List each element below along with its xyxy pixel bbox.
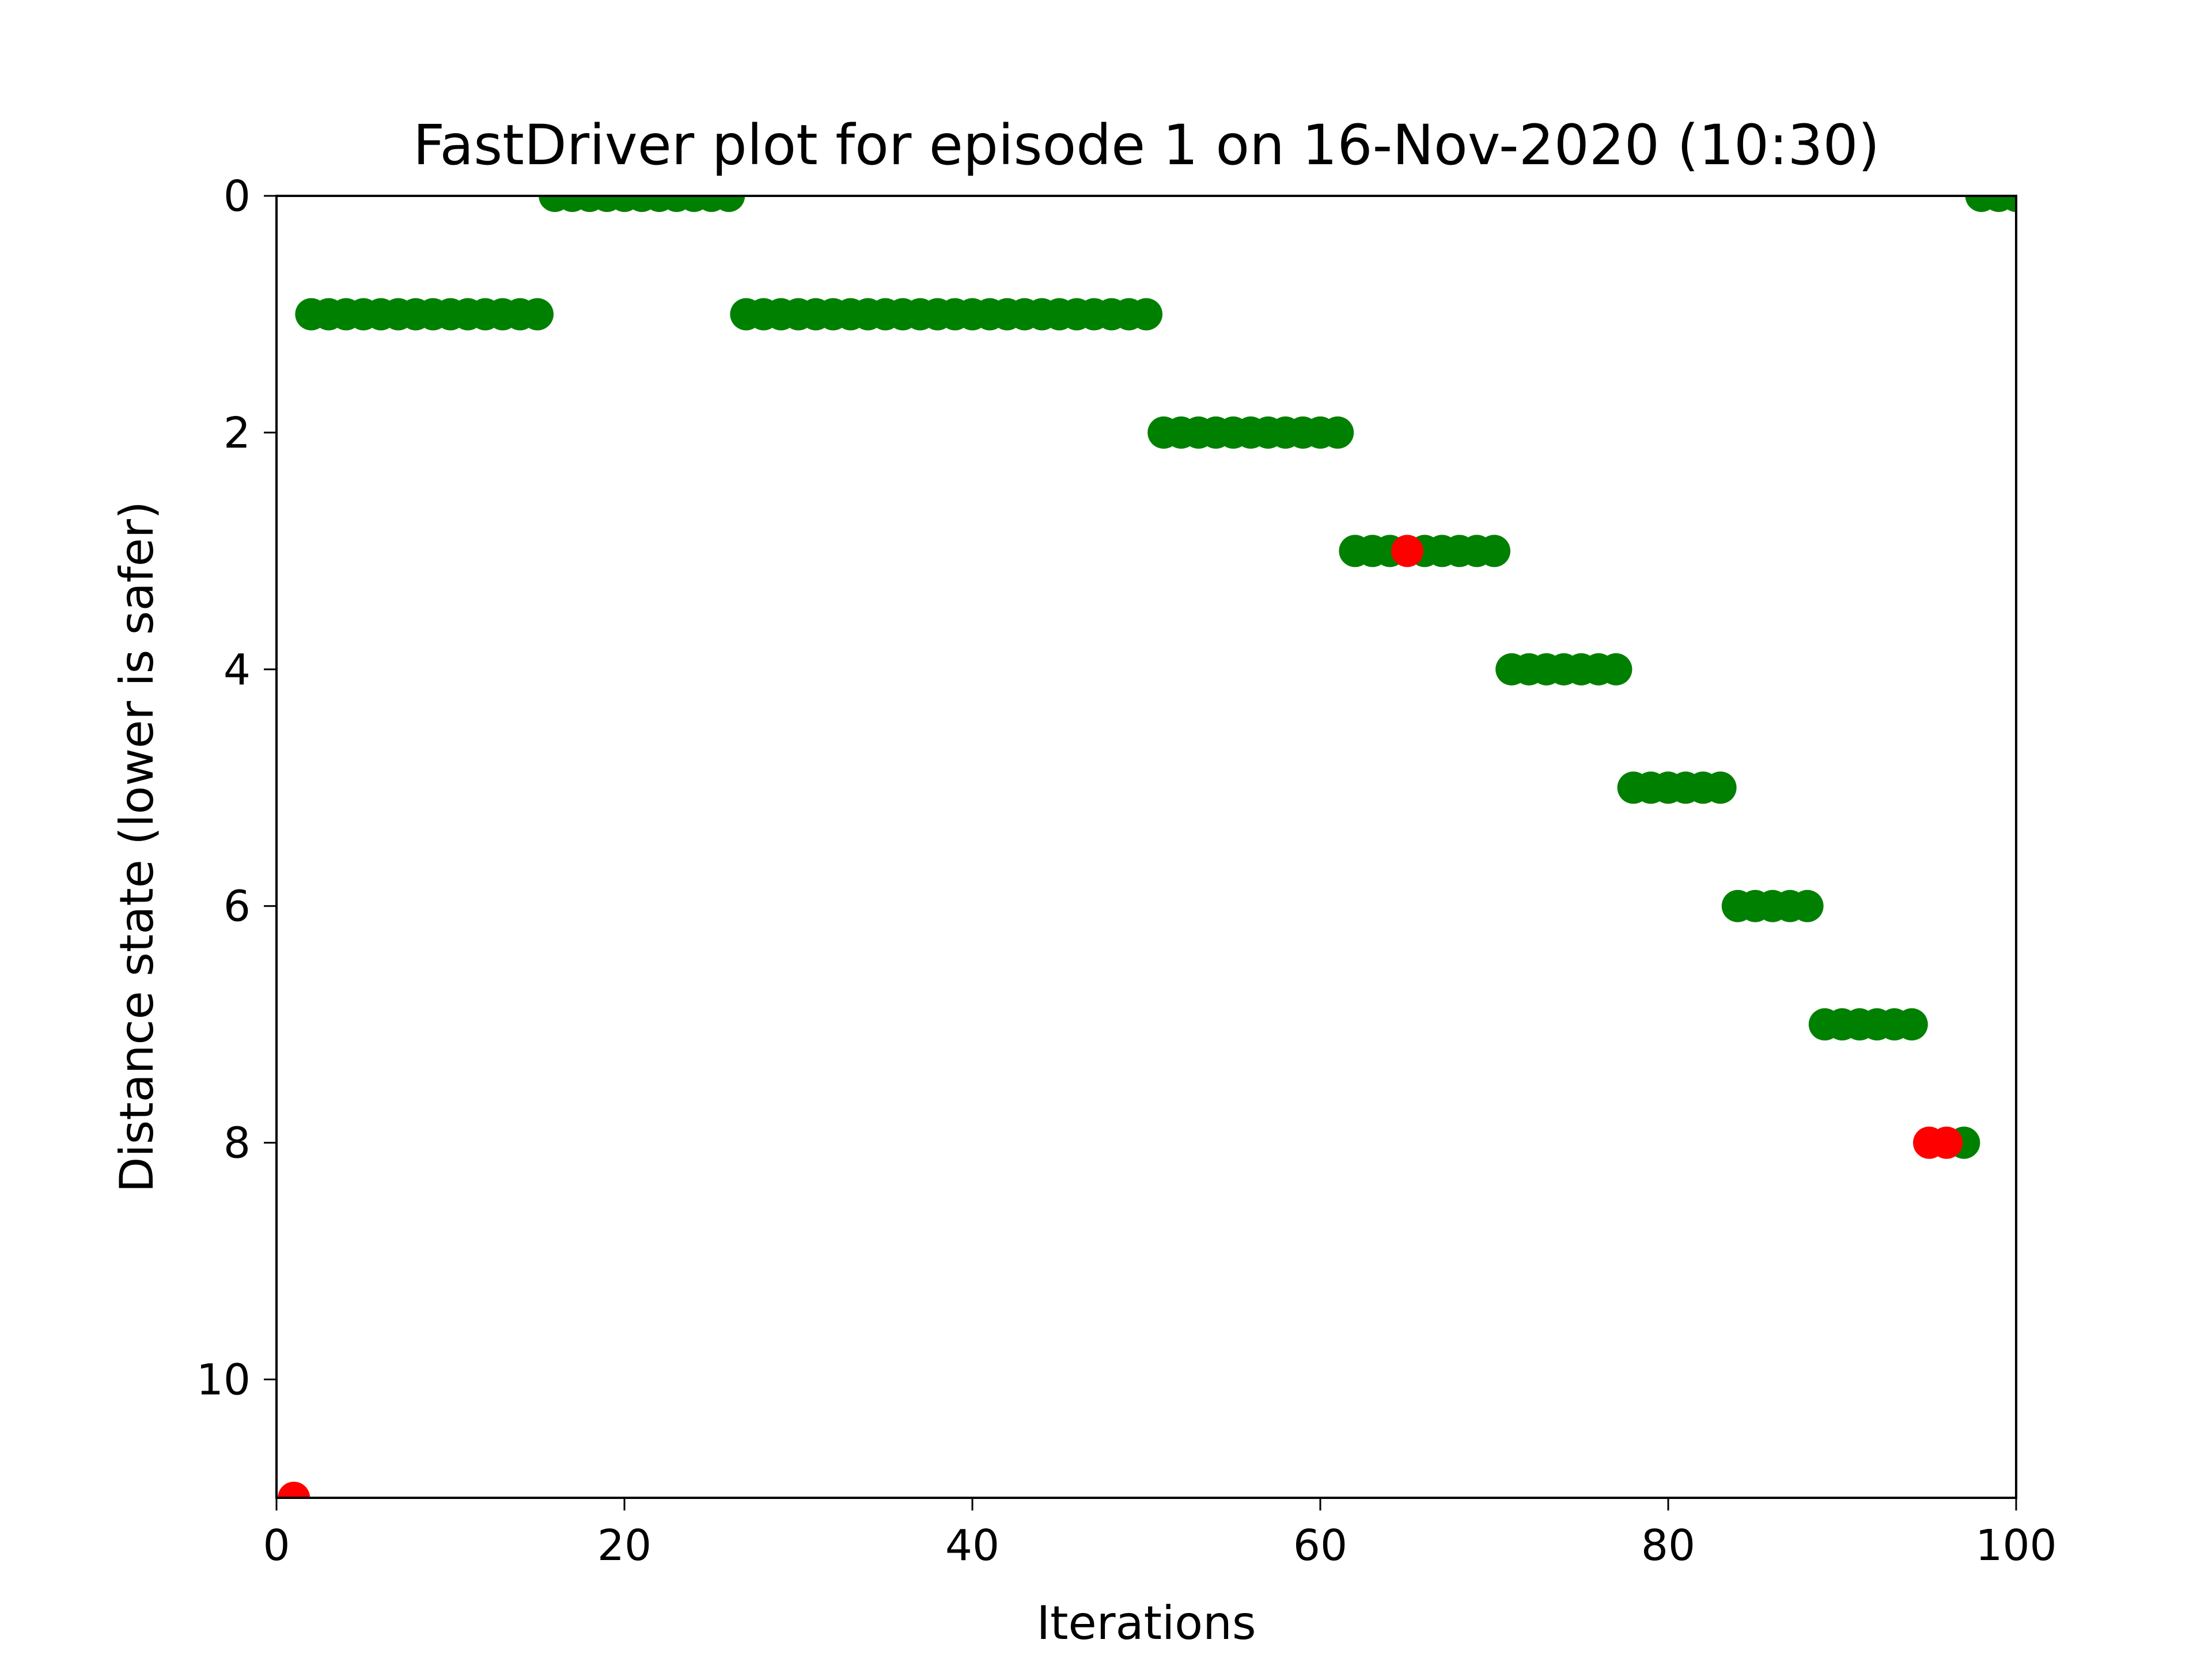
y-axis-label: Distance state (lower is safer) — [110, 501, 164, 1192]
safe-data-point — [2000, 196, 2016, 212]
y-tick-label: 0 — [224, 172, 251, 221]
y-tick-label: 4 — [224, 645, 251, 695]
safe-data-point — [1895, 1008, 1928, 1041]
safe-data-point — [1321, 416, 1354, 449]
axis-ticks: 0 20 40 60 80 100 0 2 4 6 8 10 — [196, 172, 2057, 1570]
safe-data-point — [521, 298, 554, 331]
y-tick-label: 2 — [224, 408, 251, 458]
unsafe-data-point — [278, 1482, 310, 1498]
chart-title: FastDriver plot for episode 1 on 16-Nov-… — [413, 113, 1880, 177]
safe-data-point — [1704, 771, 1737, 804]
x-axis-label: Iterations — [1036, 1596, 1256, 1650]
plot-frame — [275, 195, 2017, 1499]
unsafe-data-point — [1930, 1126, 1963, 1159]
safe-data-point — [1130, 298, 1162, 331]
safe-data-point — [1600, 653, 1633, 686]
x-tick-label: 60 — [1293, 1521, 1347, 1570]
y-tick-label: 6 — [224, 882, 251, 932]
x-tick-label: 20 — [597, 1521, 652, 1570]
safe-data-point — [1791, 889, 1824, 922]
unsafe-data-point — [1391, 535, 1423, 567]
safe-data-point — [713, 196, 745, 212]
data-points — [278, 196, 2016, 1498]
x-tick-label: 40 — [945, 1521, 999, 1570]
safe-data-point — [1478, 535, 1510, 567]
y-tick-label: 8 — [224, 1119, 251, 1168]
x-tick-label: 0 — [263, 1521, 290, 1570]
x-tick-label: 100 — [1975, 1521, 2056, 1570]
x-tick-label: 80 — [1641, 1521, 1695, 1570]
y-tick-label: 10 — [196, 1356, 251, 1405]
